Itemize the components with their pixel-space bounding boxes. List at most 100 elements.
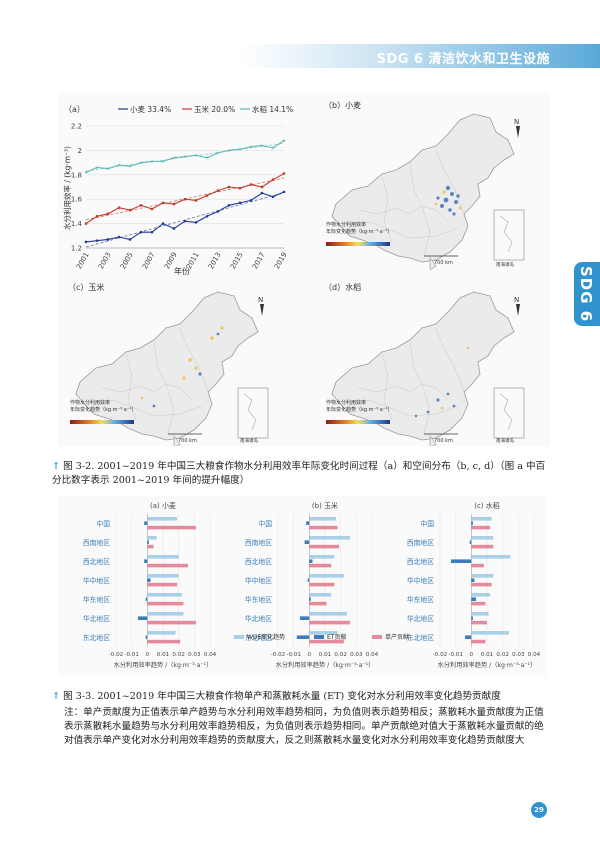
bar-0 <box>147 536 157 540</box>
bar-category-label: 东北地区 <box>245 633 272 642</box>
bar-1 <box>304 540 310 544</box>
caption-arrow-icon: ↑ <box>52 691 61 702</box>
map-d-inset: 南海诸岛 <box>496 437 514 444</box>
line-chart-xtick-label: 2003 <box>97 251 113 270</box>
bar-1 <box>145 597 148 601</box>
line-point <box>260 185 264 189</box>
line-point <box>106 167 110 171</box>
map-panel-wheat: （b）小麦 作物水分利用效率 年际变化趋势（kg·m⁻³·a⁻¹） 700 km… <box>316 92 536 271</box>
bar-xtick-label: 0.01 <box>481 652 494 658</box>
line-point <box>183 198 187 201</box>
line-point <box>205 214 209 218</box>
bar-2 <box>309 544 340 549</box>
bar-xtick-label: 0.01 <box>319 652 332 658</box>
line-chart-yticks: 1.2 1.4 1.6 1.8 2 2.2 <box>71 123 83 253</box>
bar-xlabel: 水分利用效率趋势 /（kg·m⁻³·a⁻¹） <box>438 661 537 669</box>
line-point <box>161 159 165 163</box>
bar-category-label: 中国 <box>96 519 110 528</box>
line-point <box>139 161 143 164</box>
bar-category-label: 华东地区 <box>83 595 110 604</box>
bar-0 <box>147 555 179 559</box>
bar-legend-label-1: ET贡献 <box>327 633 346 641</box>
line-point <box>282 139 286 143</box>
page-number: 29 <box>531 802 547 818</box>
line-point <box>139 204 143 207</box>
bar-0 <box>147 631 176 635</box>
figure-3-3: (a) 小麦 -0.02 -0.01 0 0.01 0.02 0.03 0.04 中国 西南地区西… <box>58 496 546 676</box>
bar-category-label: 华北地区 <box>245 614 272 623</box>
line-chart-ytick-label: 2.2 <box>71 123 82 131</box>
bar-1 <box>471 578 475 582</box>
map-b-scale: 700 km <box>434 260 453 266</box>
bar-panel-title: (c) 水稻 <box>474 501 500 510</box>
line-point <box>249 145 253 149</box>
bar-0 <box>147 574 179 578</box>
bar-legend-label-2: 单产贡献 <box>385 633 409 641</box>
bar-1 <box>144 521 148 525</box>
bar-category-label: 西南地区 <box>245 538 272 547</box>
bar-1 <box>471 616 473 620</box>
line-point <box>139 230 143 234</box>
bar-1 <box>296 635 310 639</box>
panel-a-label: （a） <box>64 105 85 114</box>
map-panel-rice: （d）水稻 作物水分利用效率 年际变化趋势（kg·m⁻³·a⁻¹） 700 km… <box>316 278 536 449</box>
line-point <box>249 183 253 186</box>
bar-2 <box>309 582 335 587</box>
line-point <box>282 190 286 194</box>
bar-1 <box>147 540 149 544</box>
line-chart-ylabel: 水分利用效率 / (kg·m⁻³) <box>62 146 72 230</box>
line-chart-ytick-label: 1.6 <box>71 196 83 204</box>
caption-figure-3-2: ↑ 图 3-2. 2001~2019 年中国三大粮食作物水分利用效率年际变化时间… <box>52 460 552 488</box>
line-point <box>216 210 220 213</box>
bar-xtick-label: 0.03 <box>512 652 525 658</box>
bar-2 <box>471 544 494 549</box>
bar-1 <box>465 635 472 639</box>
bar-2 <box>471 563 484 568</box>
bar-0 <box>309 612 347 616</box>
map-b-legend-line1: 作物水分利用效率 <box>326 221 366 228</box>
line-point <box>183 219 187 223</box>
line-point <box>95 166 99 169</box>
bar-xtick-label: 0 <box>470 652 474 658</box>
bar-category-label: 中国 <box>258 519 272 528</box>
figure-3-2: （a） 小麦 33.4% 玉米 20.0% 水稻 14.1% 水分利用效率 / (k… <box>58 92 550 449</box>
line-point <box>227 149 231 152</box>
bar-1 <box>145 635 148 639</box>
caption-3-text: 2001~2019 年中国三大粮食作物单产和蒸散耗水量 (ET) 变化对水分利用… <box>97 691 501 702</box>
line-point <box>271 178 275 181</box>
bar-0 <box>471 555 511 559</box>
bar-xtick-label: -0.02 <box>271 652 285 658</box>
panel-d-label: （d）水稻 <box>324 282 361 292</box>
line-chart-wue: （a） 小麦 33.4% 玉米 20.0% 水稻 14.1% 水分利用效率 / (k… <box>62 104 293 276</box>
bar-0 <box>471 517 492 521</box>
line-point <box>260 144 264 147</box>
sdg-side-tab: SDG 6 <box>574 262 600 326</box>
line-point <box>84 222 88 225</box>
line-point <box>282 172 286 175</box>
line-point <box>194 153 198 157</box>
bar-xtick-label: -0.01 <box>286 652 301 658</box>
bar-0 <box>471 536 494 540</box>
bar-2 <box>309 639 344 644</box>
bar-2 <box>471 525 491 530</box>
line-point <box>271 146 275 150</box>
line-point <box>205 194 209 197</box>
map-panel-maize: （c）玉米 作物水分利用效率 年际变化趋势（kg·m⁻³·a⁻¹） 700 km… <box>60 278 280 449</box>
line-point <box>205 156 209 160</box>
line-point <box>172 156 176 160</box>
bar-legend-label-0: WUE变化趋势 <box>247 633 285 641</box>
bar-0 <box>147 612 184 616</box>
bar-1 <box>137 616 148 620</box>
line-point <box>128 208 132 212</box>
bar-0 <box>147 517 178 521</box>
bar-0 <box>309 517 336 521</box>
bar-category-label: 西北地区 <box>407 557 434 566</box>
bar-1 <box>299 616 310 620</box>
line-chart-ytick-label: 1.2 <box>71 245 82 253</box>
bar-2 <box>147 544 154 549</box>
bar-2 <box>147 620 196 625</box>
legend-label-2: 水稻 14.1% <box>252 104 293 114</box>
bar-legend-swatch-2 <box>372 635 382 639</box>
line-point <box>227 185 231 189</box>
map-c-legend-line1: 作物水分利用效率 <box>70 399 110 406</box>
